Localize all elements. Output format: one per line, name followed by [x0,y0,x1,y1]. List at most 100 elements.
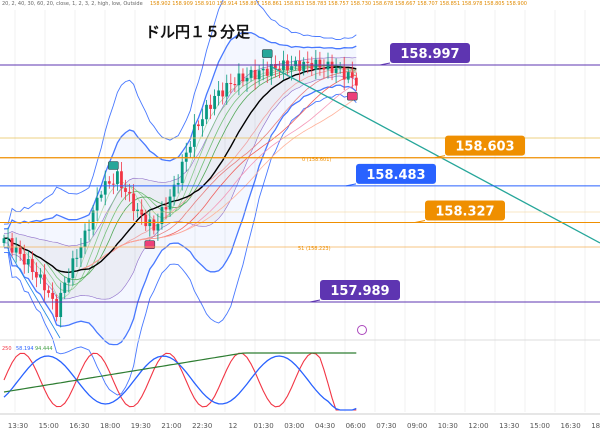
candle-body [156,224,160,231]
x-tick-label: 15:00 [39,422,59,430]
candle [346,68,350,84]
bb-upper-1 [3,57,357,247]
candle-body [265,68,269,76]
candle [79,237,83,267]
osc-line-red [3,352,357,411]
candle-body [172,184,176,197]
candle [338,61,342,74]
ma-ribbon-5 [3,63,357,299]
badge-box [390,43,470,63]
indicator-params: 20, 2, 40, 30, 60, 20, close, 1, 2, 3, 2… [2,1,143,7]
trend-line-left [7,249,61,339]
candle-body [111,183,115,185]
candle [26,250,30,274]
lightning-icon [357,325,367,335]
candle [180,154,184,191]
signal-marker-sell [108,161,119,170]
x-tick-label: 21:00 [161,422,181,430]
candle [99,190,103,202]
candle-body [164,207,168,210]
candle-body [87,229,91,231]
candle-body [51,292,54,299]
signal-marker-sell [261,49,273,58]
candle [10,232,14,258]
ma-ribbon-14 [3,65,357,281]
candle-body [120,171,123,189]
x-tick-label: 03:00 [284,422,304,430]
candle-body [2,238,6,243]
candle [14,237,18,263]
candle-body [225,82,229,97]
candle-body [245,77,249,82]
candle-body [342,67,346,80]
candle-body [10,238,14,253]
candle [201,108,204,137]
candle-body [95,197,99,211]
candle-body [257,70,261,80]
osc-value: 94.444 [35,346,53,352]
candle-body [75,257,79,259]
candle [51,282,54,310]
candle [318,51,322,76]
x-tick-label: 13:30 [499,422,519,430]
x-tick-label: 16:30 [69,422,89,430]
osc-line-blue [3,355,357,411]
osc-value: 58.194 [16,346,34,352]
oscillator-layer: 250 58.194 94.444 [0,325,600,411]
candle [55,294,59,322]
candle-body [278,68,281,71]
candle [192,114,196,158]
x-tick-label: 19:30 [131,422,151,430]
candle-body [354,77,358,86]
candle-body [217,90,221,96]
badge-pointer [309,299,321,303]
candle [59,282,63,328]
candle [176,174,180,194]
candle-body [152,219,156,231]
candle [237,63,241,96]
indicator-values: 158.902 158.909 158.910 158.914 158.897 … [150,1,527,7]
candle-body [180,161,184,184]
candle-body [14,247,18,253]
candle-body [107,181,111,184]
candle [221,82,225,105]
candle-body [334,68,338,73]
candle [257,64,261,85]
x-tick-label: 12:00 [468,422,488,430]
candle [120,161,123,198]
signal-marker-buy [144,240,156,249]
candle [326,52,330,79]
candle [209,94,212,120]
osc-value: 250 [2,346,12,352]
candle-body [144,214,148,227]
signal-marker-buy [346,91,358,101]
candle-body [6,238,10,240]
candle-body [213,95,216,109]
price-level-badge: 157.989 [309,279,400,303]
candle-body [116,171,119,185]
candle [306,51,310,74]
candle [152,215,156,235]
fib-label: 0 (158.601) [302,157,331,163]
x-tick-label: 18:00 [100,422,120,430]
candle-body [302,61,306,71]
candle-body [298,60,302,71]
candle-body [67,278,71,283]
candle-body [346,72,350,80]
candle-body [99,194,103,198]
badge-label: 158.483 [366,168,425,183]
x-tick-label: 04:30 [315,422,335,430]
candle-body [322,67,326,70]
candle [87,219,91,241]
badge-pointer [345,183,357,187]
candle [164,197,168,220]
candle-body [350,72,354,78]
badge-box [320,279,400,300]
candle [278,61,281,79]
candle [75,249,79,268]
candle-body [233,84,237,86]
price-level-badge: 158.603 [434,135,525,159]
candle [290,55,293,81]
candle [334,58,338,84]
candle [217,81,221,106]
